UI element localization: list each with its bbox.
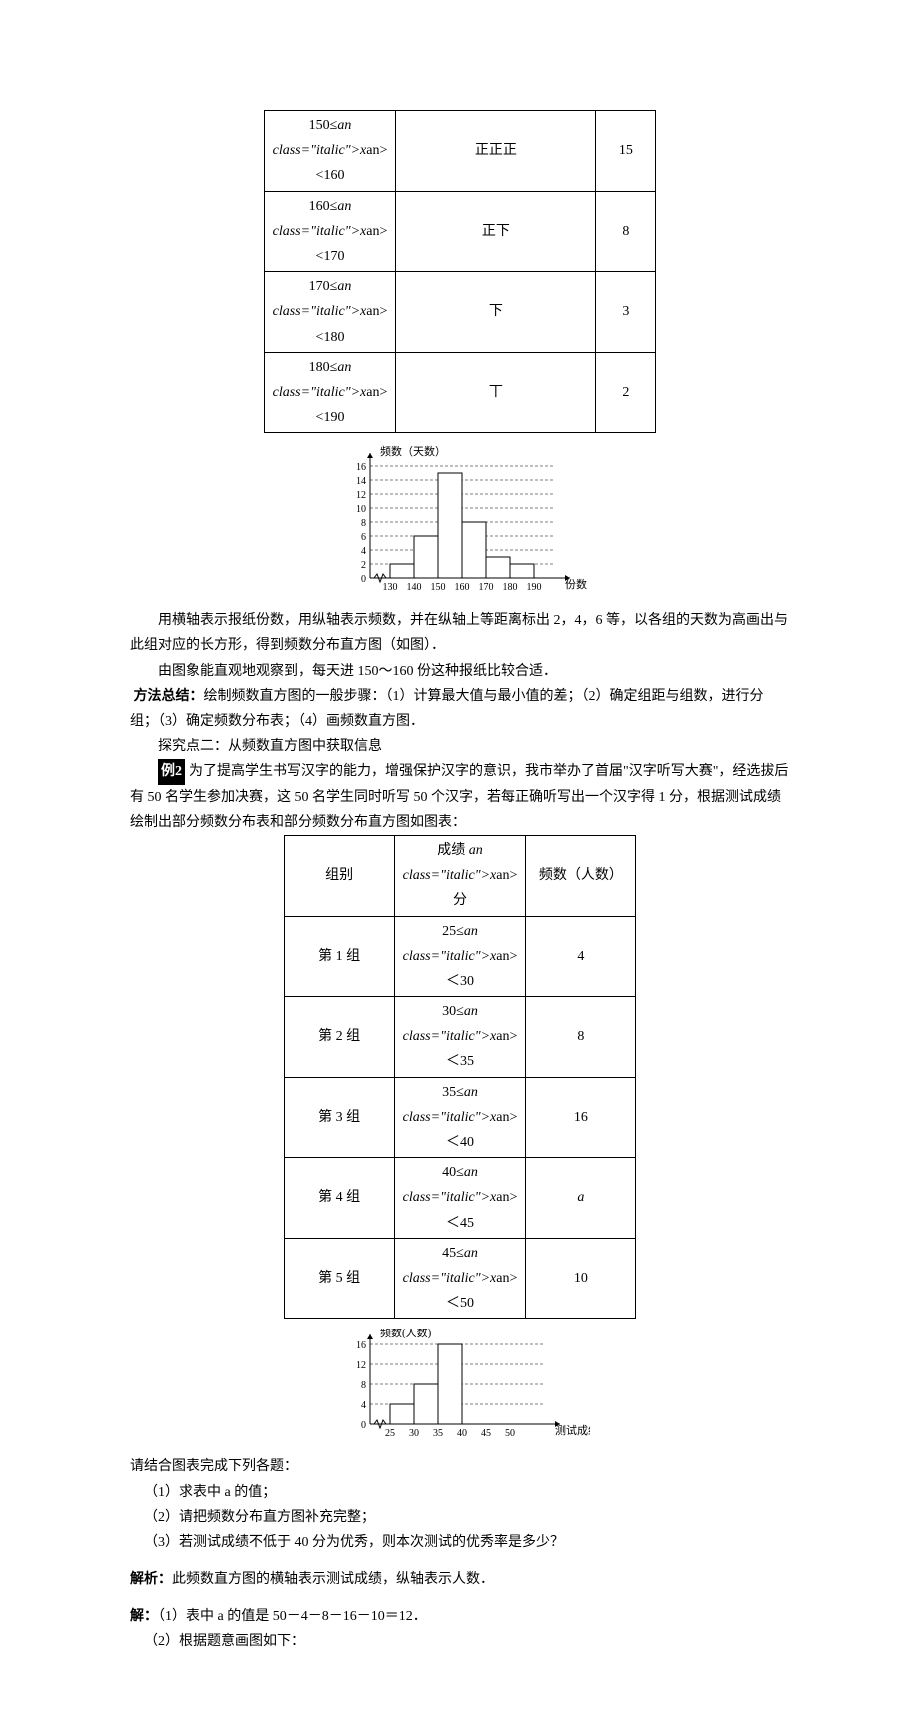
svg-text:170: 170 xyxy=(479,582,494,593)
analysis-text: 此频数直方图的横轴表示测试成绩，纵轴表示人数． xyxy=(172,1572,494,1587)
svg-text:6: 6 xyxy=(361,532,366,543)
svg-text:45: 45 xyxy=(481,1428,491,1439)
range-cell: 160≤an class="italic">xan><170 xyxy=(264,191,396,272)
question-intro: 请结合图表完成下列各题： xyxy=(130,1454,790,1479)
data-cell: 第 3 组 xyxy=(284,1077,394,1158)
solution-text: （1）表中 a 的值是 50－4－8－16－10＝12． xyxy=(158,1609,427,1624)
method-label: 方法总结： xyxy=(134,689,204,704)
svg-text:频数（天数）: 频数（天数） xyxy=(380,444,446,458)
example-text: 为了提高学生书写汉字的能力，增强保护汉字的意识，我市举办了首届"汉字听写大赛"，… xyxy=(130,764,788,829)
svg-text:50: 50 xyxy=(505,1428,515,1439)
header-cell: 组别 xyxy=(284,835,394,916)
table-row: 第 1 组25≤an class="italic">xan>＜304 xyxy=(284,916,636,997)
solution-label: 解： xyxy=(130,1609,158,1624)
table-row: 第 5 组45≤an class="italic">xan>＜5010 xyxy=(284,1238,636,1319)
svg-text:12: 12 xyxy=(356,1360,366,1371)
svg-text:12: 12 xyxy=(356,490,366,501)
data-cell: 40≤an class="italic">xan>＜45 xyxy=(394,1158,526,1239)
svg-text:180: 180 xyxy=(503,582,518,593)
histogram-chart-1: 0 2 4 6 8 10 12 14 16 130 140 150 160 170 180 190 频数（天数）… xyxy=(330,443,590,593)
paragraph-body: 方法总结：绘制频数直方图的一般步骤：（1）计算最大值与最小值的差；（2）确定组距… xyxy=(130,684,790,734)
svg-text:频数(人数): 频数(人数) xyxy=(380,1329,432,1339)
svg-text:测试成绩: 测试成绩 xyxy=(555,1424,590,1437)
solution-paragraph: 解：（1）表中 a 的值是 50－4－8－16－10＝12． xyxy=(130,1604,790,1629)
svg-text:14: 14 xyxy=(356,476,366,487)
table-row: 第 4 组40≤an class="italic">xan>＜45a xyxy=(284,1158,636,1239)
histogram-chart-2: 0 4 8 12 16 25 30 35 40 45 50 频数(人数) 测试成绩 xyxy=(330,1329,590,1439)
example-label: 例2 xyxy=(158,759,185,784)
data-cell: 第 2 组 xyxy=(284,997,394,1078)
svg-text:190: 190 xyxy=(527,582,542,593)
svg-text:4: 4 xyxy=(361,546,366,557)
frequency-table: 组别成绩 an class="italic">xan> 分频数（人数）第 1 组… xyxy=(284,835,637,1319)
range-cell: 180≤an class="italic">xan><190 xyxy=(264,352,396,433)
freq-cell: 15 xyxy=(596,111,656,192)
range-cell: 150≤an class="italic">xan><160 xyxy=(264,111,396,192)
section-heading: 探究点二：从频数直方图中获取信息 xyxy=(130,734,790,759)
svg-text:150: 150 xyxy=(431,582,446,593)
tally-cell: 丅 xyxy=(396,352,596,433)
method-text: 绘制频数直方图的一般步骤：（1）计算最大值与最小值的差；（2）确定组距与组数，进… xyxy=(130,689,764,729)
svg-text:40: 40 xyxy=(457,1428,467,1439)
analysis-label: 解析： xyxy=(130,1572,172,1587)
question-item: （1）求表中 a 的值； xyxy=(130,1480,790,1505)
table-row: 160≤an class="italic">xan><170正下8 xyxy=(264,191,656,272)
example-paragraph: 例2为了提高学生书写汉字的能力，增强保护汉字的意识，我市举办了首届"汉字听写大赛… xyxy=(130,759,790,835)
range-cell: 170≤an class="italic">xan><180 xyxy=(264,272,396,353)
table-row: 150≤an class="italic">xan><160正正正15 xyxy=(264,111,656,192)
paragraph-body: 用横轴表示报纸份数，用纵轴表示频数，并在纵轴上等距离标出 2，4，6 等，以各组… xyxy=(130,608,790,658)
svg-text:0: 0 xyxy=(361,1420,366,1431)
table-header-row: 组别成绩 an class="italic">xan> 分频数（人数） xyxy=(284,835,636,916)
svg-text:140: 140 xyxy=(407,582,422,593)
svg-text:8: 8 xyxy=(361,1380,366,1391)
tally-cell: 下 xyxy=(396,272,596,353)
svg-text:30: 30 xyxy=(409,1428,419,1439)
question-item: （3）若测试成绩不低于 40 分为优秀，则本次测试的优秀率是多少？ xyxy=(130,1530,790,1555)
table-row: 第 3 组35≤an class="italic">xan>＜4016 xyxy=(284,1077,636,1158)
svg-text:2: 2 xyxy=(361,560,366,571)
svg-text:份数: 份数 xyxy=(565,578,587,591)
data-cell: 16 xyxy=(526,1077,636,1158)
table-row: 170≤an class="italic">xan><180下3 xyxy=(264,272,656,353)
freq-cell: 3 xyxy=(596,272,656,353)
solution-item: （2）根据题意画图如下： xyxy=(130,1629,790,1654)
svg-text:16: 16 xyxy=(356,462,366,473)
svg-text:10: 10 xyxy=(356,504,366,515)
tally-cell: 正下 xyxy=(396,191,596,272)
tally-cell: 正正正 xyxy=(396,111,596,192)
table-row: 180≤an class="italic">xan><190丅2 xyxy=(264,352,656,433)
paragraph-body: 由图象能直观地观察到，每天进 150～160 份这种报纸比较合适． xyxy=(130,659,790,684)
svg-text:160: 160 xyxy=(455,582,470,593)
data-cell: 35≤an class="italic">xan>＜40 xyxy=(394,1077,526,1158)
svg-text:16: 16 xyxy=(356,1340,366,1351)
data-cell: 第 5 组 xyxy=(284,1238,394,1319)
data-cell: 25≤an class="italic">xan>＜30 xyxy=(394,916,526,997)
header-cell: 成绩 an class="italic">xan> 分 xyxy=(394,835,526,916)
svg-text:25: 25 xyxy=(385,1428,395,1439)
data-cell: 4 xyxy=(526,916,636,997)
data-cell: a xyxy=(526,1158,636,1239)
tally-table: 150≤an class="italic">xan><160正正正15160≤a… xyxy=(264,110,657,433)
data-cell: 第 1 组 xyxy=(284,916,394,997)
data-cell: 10 xyxy=(526,1238,636,1319)
question-item: （2）请把频数分布直方图补充完整； xyxy=(130,1505,790,1530)
svg-text:0: 0 xyxy=(361,574,366,585)
svg-text:4: 4 xyxy=(361,1400,366,1411)
table-row: 第 2 组30≤an class="italic">xan>＜358 xyxy=(284,997,636,1078)
freq-cell: 8 xyxy=(596,191,656,272)
svg-text:35: 35 xyxy=(433,1428,443,1439)
data-cell: 第 4 组 xyxy=(284,1158,394,1239)
header-cell: 频数（人数） xyxy=(526,835,636,916)
data-cell: 45≤an class="italic">xan>＜50 xyxy=(394,1238,526,1319)
svg-text:8: 8 xyxy=(361,518,366,529)
freq-cell: 2 xyxy=(596,352,656,433)
analysis-paragraph: 解析：此频数直方图的横轴表示测试成绩，纵轴表示人数． xyxy=(130,1567,790,1592)
data-cell: 30≤an class="italic">xan>＜35 xyxy=(394,997,526,1078)
data-cell: 8 xyxy=(526,997,636,1078)
svg-text:130: 130 xyxy=(383,582,398,593)
